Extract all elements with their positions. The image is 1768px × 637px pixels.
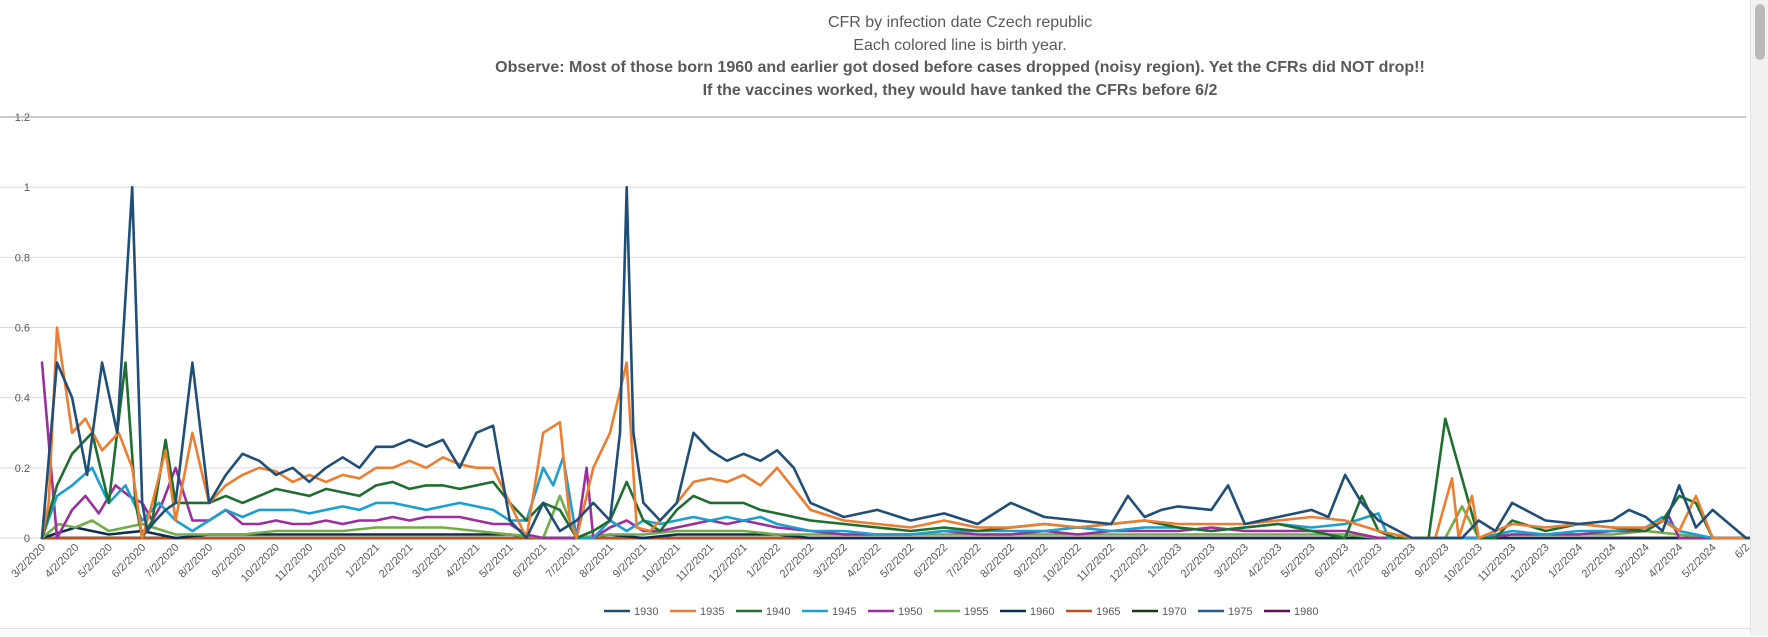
x-tick-label: 6/2/2020 [110,542,149,581]
x-tick-label: 3/2/2024 [1613,542,1652,581]
legend-label-1940: 1940 [766,606,790,618]
x-tick-label: 7/2/2020 [143,542,182,581]
legend-label-1970: 1970 [1162,606,1186,618]
x-tick-label: 6/2/2021 [511,542,550,581]
scrollbar-thumb[interactable] [1755,4,1765,60]
title-line-3: Observe: Most of those born 1960 and ear… [495,59,1425,76]
x-tick-label: 8/2/2021 [577,542,616,581]
x-tick-label: 4/2/2022 [845,542,884,581]
x-tick-label: 8/2/2020 [176,542,215,581]
x-tick-label: 3/2/2021 [410,542,449,581]
x-tick-label: 8/2/2023 [1379,542,1418,581]
x-tick-label: 3/2/2020 [9,542,48,581]
x-tick-label: 1/2/2023 [1145,542,1184,581]
y-tick-label: 0 [24,533,30,545]
legend-label-1930: 1930 [634,606,658,618]
x-tick-label: 7/2/2021 [544,542,583,581]
x-tick-label: 4/2/2020 [43,542,82,581]
legend-label-1945: 1945 [832,606,856,618]
x-tick-label: 7/2/2023 [1346,542,1385,581]
x-tick-label: 4/2/2023 [1246,542,1285,581]
x-tick-label: 5/2/2022 [878,542,917,581]
x-tick-label: 3/2/2022 [811,542,850,581]
x-tick-label: 6/2/2022 [911,542,950,581]
legend-label-1965: 1965 [1096,606,1120,618]
x-tick-label: 5/2/2023 [1279,542,1318,581]
series-line-1940 [40,361,1750,540]
title-line-2: Each colored line is birth year. [853,36,1067,54]
legend-label-1935: 1935 [700,606,724,618]
legend-label-1950: 1950 [898,606,922,618]
x-tick-label: 5/2/2020 [76,542,115,581]
x-tick-label: 7/2/2022 [945,542,984,581]
y-tick-label: 0.6 [15,323,30,335]
legend-label-1960: 1960 [1030,606,1054,618]
x-tick-label: 3/2/2023 [1212,542,1251,581]
x-tick-label: 2/2/2021 [377,542,416,581]
title-line-4: If the vaccines worked, they would have … [702,81,1218,99]
legend-label-1955: 1955 [964,606,988,618]
x-tick-label: 6/2 [1733,542,1750,561]
legend-label-1975: 1975 [1228,606,1252,618]
x-tick-label: 1/2/2021 [343,542,382,581]
bottom-ruler [0,628,1750,637]
y-tick-label: 0.4 [15,393,30,405]
x-tick-label: 5/2/2024 [1680,542,1719,581]
y-tick-label: 0.2 [15,463,30,475]
y-tick-label: 0.8 [15,252,30,264]
x-tick-label: 4/2/2024 [1647,542,1686,581]
x-tick-label: 1/2/2024 [1546,542,1585,581]
x-tick-label: 6/2/2023 [1312,542,1351,581]
y-tick-label: 1 [24,182,30,194]
x-tick-label: 1/2/2022 [744,542,783,581]
x-tick-label: 2/2/2024 [1580,542,1619,581]
legend-label-1980: 1980 [1294,606,1318,618]
vertical-scrollbar[interactable] [1750,0,1768,636]
x-tick-label: 8/2/2022 [978,542,1017,581]
chart-title: CFR by infection date Czech republic Eac… [0,12,1768,102]
title-line-1: CFR by infection date Czech republic [827,14,1093,31]
x-tick-label: 5/2/2021 [477,542,516,581]
series-line-1930 [40,185,1750,540]
x-tick-label: 2/2/2023 [1179,542,1218,581]
y-tick-label: 1.2 [15,112,30,124]
x-tick-label: 4/2/2021 [444,542,483,581]
x-tick-label: 2/2/2022 [778,542,817,581]
